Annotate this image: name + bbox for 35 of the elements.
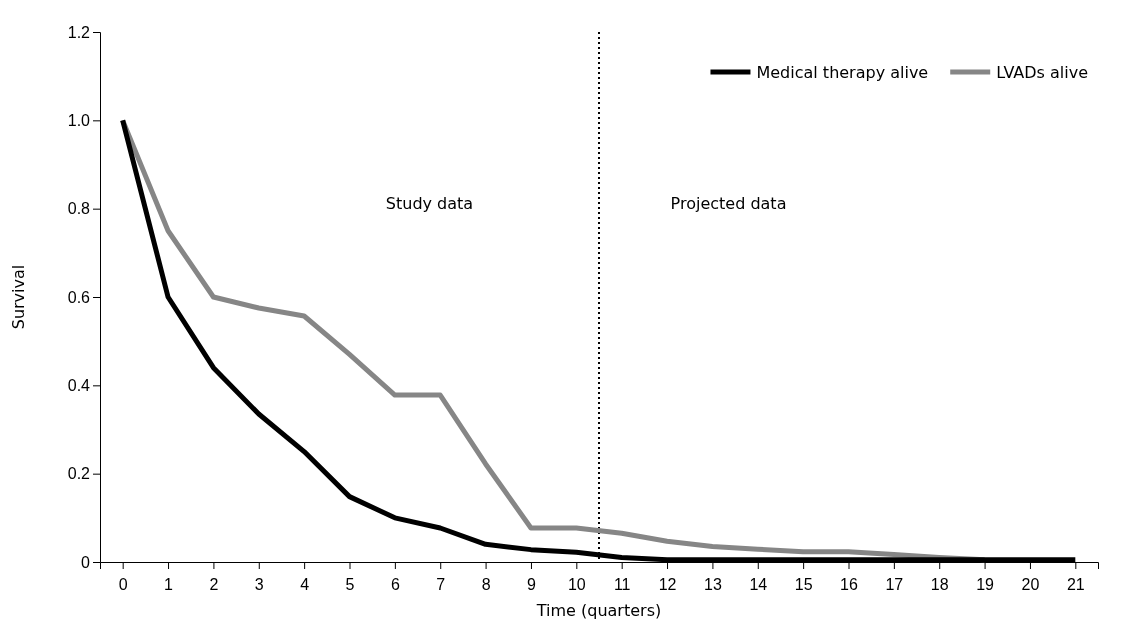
x-tick-label: 11 xyxy=(613,575,631,593)
annotation: Study data xyxy=(385,193,474,213)
x-axis-title: Time (quarters) xyxy=(535,601,662,620)
x-tick-label: 19 xyxy=(976,575,995,593)
y-axis-title: Survival xyxy=(9,264,28,330)
x-tick-label: 21 xyxy=(1066,575,1085,593)
x-tick-label: 0 xyxy=(118,575,128,593)
x-tick-label: 12 xyxy=(658,575,677,593)
x-tick-label: 2 xyxy=(209,575,219,593)
x-tick-label: 16 xyxy=(840,575,858,593)
y-tick-label: 0.6 xyxy=(67,288,91,306)
x-tick-label: 3 xyxy=(254,575,264,593)
x-tick-label: 17 xyxy=(885,575,904,593)
x-tick-label: 9 xyxy=(527,575,536,593)
y-tick-label: 1.2 xyxy=(67,23,91,41)
y-tick-label: 1.0 xyxy=(67,111,91,129)
x-tick-label: 4 xyxy=(300,575,310,593)
x-tick-label: 8 xyxy=(481,575,491,593)
y-tick-label: 0 xyxy=(81,553,91,571)
x-tick-label: 14 xyxy=(749,575,768,593)
x-tick-label: 13 xyxy=(704,575,722,593)
y-tick-label: 0.2 xyxy=(67,465,91,483)
y-tick-label: 0.8 xyxy=(67,200,91,218)
annotation: Projected data xyxy=(670,193,787,213)
x-tick-label: 5 xyxy=(345,575,355,593)
x-tick-label: 18 xyxy=(930,575,949,593)
x-tick-label: 20 xyxy=(1021,575,1040,593)
x-tick-label: 1 xyxy=(164,575,174,593)
x-tick-label: 7 xyxy=(436,575,446,593)
x-tick-label: 6 xyxy=(390,575,400,593)
x-tick-label: 15 xyxy=(794,575,813,593)
y-tick-label: 0.4 xyxy=(67,376,91,394)
legend-label: LVADs alive xyxy=(996,63,1088,82)
x-tick-label: 10 xyxy=(567,575,586,593)
legend-label: Medical therapy alive xyxy=(756,63,929,82)
